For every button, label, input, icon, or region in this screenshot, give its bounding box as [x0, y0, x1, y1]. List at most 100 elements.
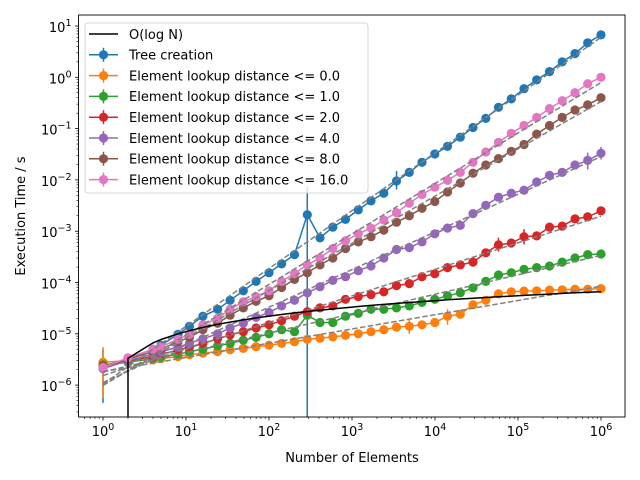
data-point — [225, 330, 235, 340]
data-point — [583, 38, 593, 48]
data-point — [340, 294, 351, 304]
data-point — [481, 276, 491, 286]
legend-entry: Element lookup distance <= 1.0 — [89, 89, 340, 105]
data-point — [570, 214, 580, 224]
data-point — [532, 112, 542, 122]
data-point — [404, 279, 414, 289]
data-point — [506, 128, 516, 138]
legend-label: O(log N) — [129, 28, 183, 43]
data-point — [315, 253, 325, 263]
data-point — [184, 321, 194, 331]
tick-exponent: −6 — [57, 377, 71, 388]
data-point — [506, 146, 516, 156]
data-point — [430, 182, 440, 192]
tick-base: 10 — [92, 425, 109, 440]
tick-base: 10 — [175, 425, 192, 440]
y-tick-label: 100 — [49, 69, 72, 87]
data-point — [98, 362, 108, 373]
tick-exponent: 2 — [274, 422, 280, 433]
data-point — [417, 237, 427, 247]
x-tick-label: 101 — [175, 422, 198, 440]
data-point — [519, 232, 529, 242]
data-point — [544, 285, 555, 295]
data-point — [289, 268, 300, 279]
tick-base: 10 — [424, 425, 441, 440]
data-point — [468, 257, 478, 267]
data-point — [379, 188, 389, 198]
data-point — [570, 49, 580, 59]
data-point — [455, 220, 465, 230]
legend-marker-icon — [98, 133, 109, 143]
data-point — [264, 307, 274, 318]
data-point — [544, 170, 555, 180]
data-point — [353, 229, 363, 239]
x-tick-label: 105 — [507, 422, 530, 440]
data-point — [315, 233, 325, 243]
data-point — [315, 282, 325, 292]
legend-marker-icon — [98, 154, 109, 164]
fit-line-2 — [102, 254, 602, 373]
data-point — [251, 292, 261, 302]
data-point — [225, 338, 235, 348]
tick-base: 10 — [41, 226, 58, 241]
tick-base: 10 — [507, 425, 524, 440]
data-point — [468, 157, 478, 167]
data-point — [379, 253, 389, 263]
data-point — [328, 332, 338, 342]
data-point — [417, 203, 427, 213]
data-point — [455, 288, 465, 298]
tick-exponent: 5 — [523, 422, 529, 433]
fit-line-0 — [102, 36, 602, 385]
data-point — [519, 139, 529, 150]
data-point — [430, 269, 440, 279]
data-point — [596, 148, 606, 158]
x-tick-label: 103 — [341, 422, 364, 440]
tick-base: 10 — [41, 278, 58, 293]
fit-line-5 — [102, 100, 602, 386]
data-point — [302, 210, 312, 220]
data-point — [238, 335, 248, 345]
data-point — [391, 176, 402, 186]
data-point — [596, 249, 606, 259]
x-tick-label: 106 — [590, 422, 613, 440]
legend-label: Element lookup distance <= 2.0 — [129, 111, 340, 126]
tick-exponent: 1 — [191, 422, 197, 433]
legend-label: Element lookup distance <= 1.0 — [129, 90, 340, 105]
data-point — [417, 189, 427, 200]
data-point — [532, 75, 542, 85]
legend-label: Element lookup distance <= 16.0 — [129, 173, 348, 188]
plot-area — [98, 30, 606, 417]
x-tick-label: 100 — [92, 422, 115, 440]
data-point — [353, 237, 363, 247]
data-point — [277, 259, 287, 269]
tick-base: 10 — [590, 425, 607, 440]
data-point — [442, 311, 453, 321]
legend-marker-icon — [98, 175, 109, 185]
data-point — [557, 96, 567, 106]
data-point — [583, 155, 593, 165]
legend-label: Element lookup distance <= 8.0 — [129, 153, 340, 168]
data-point — [583, 212, 593, 222]
data-point — [417, 320, 427, 330]
fit-line-4 — [102, 155, 602, 384]
legend-entry: Element lookup distance <= 8.0 — [89, 151, 340, 168]
tick-base: 10 — [49, 72, 66, 87]
data-point — [391, 322, 402, 332]
data-point — [557, 112, 567, 122]
tick-exponent: −5 — [57, 326, 71, 337]
data-point — [583, 250, 593, 260]
data-point — [506, 238, 516, 248]
tick-base: 10 — [258, 425, 275, 440]
data-point — [468, 300, 478, 310]
legend-entry: Element lookup distance <= 2.0 — [89, 110, 340, 126]
data-point — [493, 240, 504, 250]
data-point — [481, 160, 491, 170]
data-point — [442, 291, 453, 301]
tick-exponent: 0 — [65, 69, 71, 80]
data-point — [404, 321, 414, 331]
data-point — [251, 323, 261, 333]
legend-entry: Element lookup distance <= 4.0 — [89, 131, 340, 147]
tick-exponent: 3 — [357, 422, 363, 433]
data-point — [366, 290, 376, 300]
